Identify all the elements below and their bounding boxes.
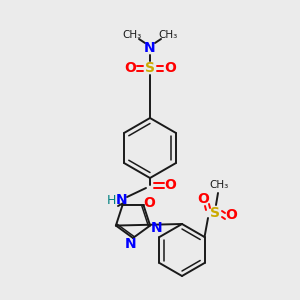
Text: CH₃: CH₃	[158, 30, 178, 40]
Text: CH₃: CH₃	[122, 30, 142, 40]
Text: O: O	[164, 178, 176, 192]
Text: O: O	[124, 61, 136, 75]
Text: N: N	[144, 41, 156, 55]
Text: O: O	[197, 192, 209, 206]
Text: O: O	[225, 208, 237, 222]
Text: N: N	[125, 237, 137, 251]
Text: O: O	[144, 196, 155, 210]
Text: CH₃: CH₃	[209, 180, 229, 190]
Text: O: O	[164, 61, 176, 75]
Text: S: S	[210, 206, 220, 220]
Text: S: S	[145, 61, 155, 75]
Text: N: N	[116, 193, 128, 207]
Text: H: H	[106, 194, 116, 206]
Text: N: N	[150, 220, 162, 235]
